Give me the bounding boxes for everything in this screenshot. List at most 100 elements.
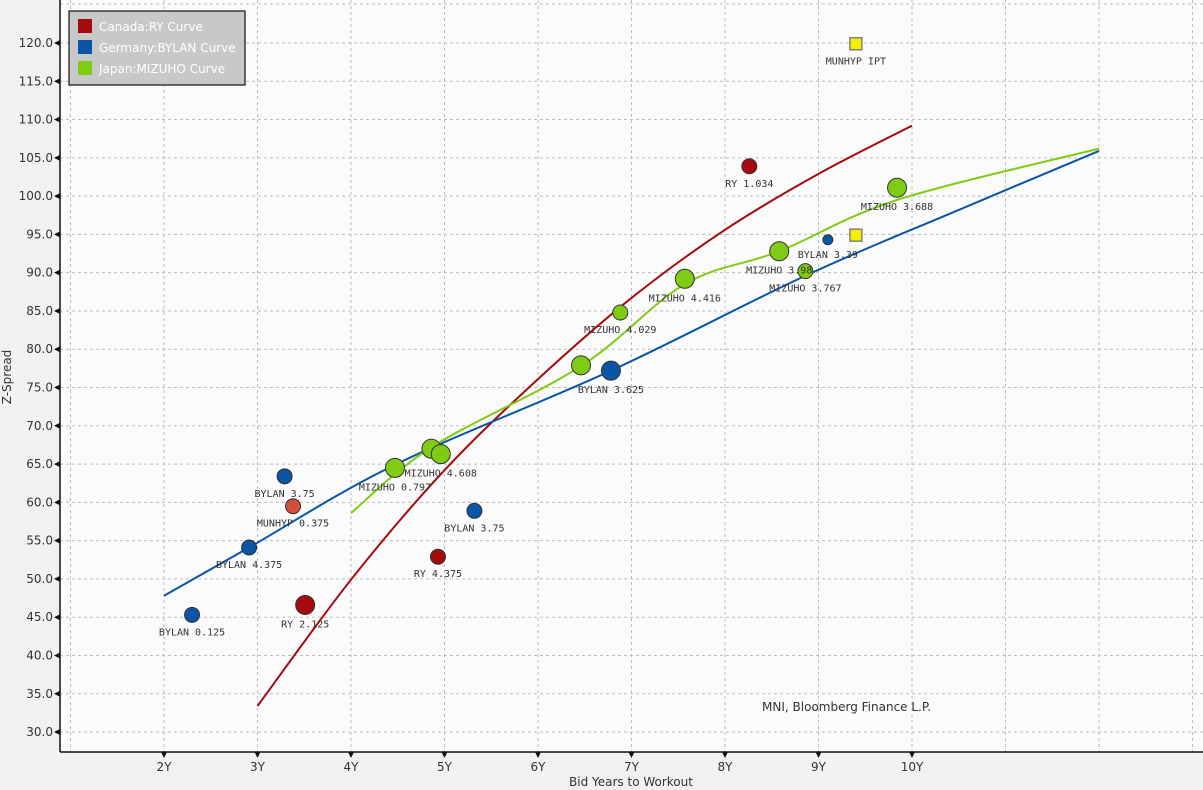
y-axis-title: Z-Spread <box>0 350 14 405</box>
point-label: MIZUHO 4.029 <box>584 325 656 336</box>
x-tick-label: 5Y <box>437 760 453 774</box>
point-mizuho[interactable] <box>571 355 592 376</box>
point-label: RY 4.375 <box>414 569 462 580</box>
legend-label-ry: Canada:RY Curve <box>99 20 203 34</box>
y-tick-label: 75.0 <box>26 381 53 395</box>
x-tick-label: 8Y <box>718 760 734 774</box>
y-tick-label: 90.0 <box>26 266 53 280</box>
point-munhyp[interactable] <box>285 498 302 515</box>
point-bylan[interactable] <box>276 468 293 485</box>
y-tick-mark <box>54 40 60 46</box>
point-ry[interactable] <box>741 158 758 175</box>
legend-label-bylan: Germany:BYLAN Curve <box>99 41 236 55</box>
legend-box <box>68 10 246 86</box>
point-mizuho[interactable] <box>674 268 695 289</box>
point-mizuho[interactable] <box>887 177 908 198</box>
point-label: MIZUHO 3.688 <box>861 202 933 213</box>
point-bylan[interactable] <box>822 234 834 246</box>
point-ry[interactable] <box>429 548 446 565</box>
x-tick-mark <box>441 752 448 758</box>
y-tick-mark <box>54 384 60 391</box>
y-tick-label: 50.0 <box>26 572 53 586</box>
point-mizuho[interactable] <box>769 241 790 262</box>
y-tick-label: 30.0 <box>26 725 53 739</box>
legend-item-bylan[interactable]: Germany:BYLAN Curve <box>78 40 236 55</box>
point-bylan[interactable] <box>600 360 621 381</box>
source-annotation: MNI, Bloomberg Finance L.P. <box>762 700 931 714</box>
legend-label-mizuho: Japan:MIZUHO Curve <box>98 62 225 76</box>
x-tick-label: 7Y <box>624 760 640 774</box>
y-tick-mark <box>54 116 60 123</box>
y-tick-label: 35.0 <box>26 687 53 701</box>
point-munhyp[interactable] <box>849 37 863 51</box>
point-labels: BYLAN 0.125 BYLAN 4.375 BYLAN 3.75 MUNHYP 0… <box>159 56 933 638</box>
point-mizuho[interactable] <box>797 263 814 280</box>
y-tick-mark <box>54 231 60 238</box>
y-tick-mark <box>54 537 60 544</box>
point-label: MUNHYP IPT <box>826 56 886 67</box>
x-tick-label: 6Y <box>531 760 547 774</box>
y-tick-mark <box>54 614 60 621</box>
y-tick-label: 80.0 <box>26 342 53 356</box>
point-ry[interactable] <box>295 594 316 615</box>
y-tick-mark <box>54 499 60 506</box>
y-tick-mark <box>54 307 60 314</box>
x-tick-mark <box>909 752 915 758</box>
axes: 30.0 35.0 40.0 45.0 50.0 55.0 60.0 65.0 70.0 75.0… <box>19 0 1203 774</box>
point-bylan[interactable] <box>184 606 201 623</box>
point-mizuho[interactable] <box>612 304 629 321</box>
legend: Canada:RY Curve Germany:BYLAN Curve Japa… <box>68 10 246 86</box>
point-label: BYLAN 3.39 <box>798 250 858 261</box>
y-tick-label: 40.0 <box>26 648 53 662</box>
point-label: BYLAN 3.75 <box>444 523 504 534</box>
points <box>184 37 908 623</box>
point-label: BYLAN 0.125 <box>159 627 225 638</box>
point-bylan[interactable] <box>466 502 483 519</box>
x-tick-label: 10Y <box>901 760 924 774</box>
point-munhyp[interactable] <box>849 228 863 242</box>
point-label: MIZUHO 4.608 <box>405 469 477 480</box>
point-label: MUNHYP 0.375 <box>257 519 329 530</box>
x-tick-mark <box>348 752 354 758</box>
y-tick-mark <box>54 78 60 85</box>
x-tick-label: 2Y <box>157 760 173 774</box>
plot-area <box>60 0 1203 752</box>
y-tick-mark <box>54 269 60 276</box>
y-tick-mark <box>54 346 60 353</box>
point-label: MIZUHO 3.98 <box>746 266 812 277</box>
x-tick-mark <box>722 752 728 758</box>
legend-item-mizuho[interactable]: Japan:MIZUHO Curve <box>78 61 225 76</box>
y-tick-label: 115.0 <box>19 74 53 88</box>
y-tick-mark <box>54 652 60 659</box>
y-tick-label: 55.0 <box>26 534 53 548</box>
point-mizuho[interactable] <box>430 444 451 465</box>
grid <box>60 0 1203 752</box>
x-tick-mark <box>815 752 822 758</box>
y-tick-mark <box>54 193 60 200</box>
point-label: RY 2.125 <box>281 619 329 630</box>
y-tick-label: 110.0 <box>19 113 53 127</box>
point-bylan[interactable] <box>241 539 258 556</box>
legend-item-ry[interactable]: Canada:RY Curve <box>78 19 203 34</box>
y-tick-label: 105.0 <box>19 151 53 165</box>
x-tick-mark <box>628 752 635 758</box>
x-tick-mark <box>254 752 261 758</box>
y-tick-mark <box>54 154 60 161</box>
point-label: RY 1.034 <box>725 179 773 190</box>
y-tick-label: 85.0 <box>26 304 53 318</box>
point-label: MIZUHO 4.416 <box>649 293 721 304</box>
y-tick-label: 100.0 <box>19 189 53 203</box>
x-tick-label: 9Y <box>811 760 827 774</box>
point-mizuho[interactable] <box>384 457 405 478</box>
y-tick-label: 120.0 <box>19 36 53 50</box>
y-tick-label: 65.0 <box>26 457 53 471</box>
point-label: BYLAN 4.375 <box>216 560 282 571</box>
x-tick-mark <box>535 752 541 758</box>
x-tick-mark <box>161 752 167 758</box>
legend-swatch-ry <box>78 19 92 33</box>
point-label: BYLAN 3.625 <box>578 385 644 396</box>
x-axis-title: Bid Years to Workout <box>569 775 693 789</box>
point-label: MIZUHO 3.767 <box>769 284 841 295</box>
y-tick-mark <box>54 729 60 736</box>
